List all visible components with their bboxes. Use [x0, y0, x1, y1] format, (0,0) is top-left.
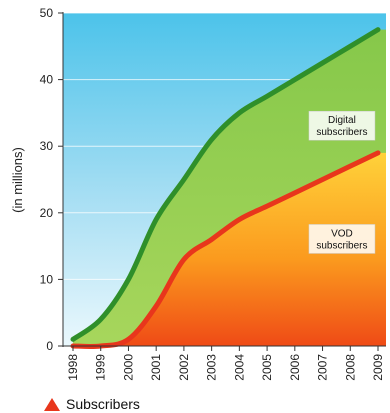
x-tick-label: 2009 [371, 354, 385, 381]
y-tick-label: 20 [40, 206, 54, 220]
annotation-text: Digital [328, 115, 356, 126]
y-tick-label: 40 [40, 73, 54, 87]
vod-subscribers-area [73, 152, 386, 347]
x-tick-label: 1998 [66, 354, 80, 381]
x-tick-label: 2000 [121, 354, 135, 381]
x-tick-label: 2005 [260, 354, 274, 381]
annotation-box [308, 224, 376, 254]
annotation-text: VOD [331, 228, 353, 239]
vod-subscribers-line [70, 150, 381, 349]
y-axis-ticks: 0 10 20 30 40 50 [40, 6, 63, 353]
x-tick-label: 2002 [177, 354, 191, 381]
y-tick-label: 10 [40, 272, 54, 286]
legend: Subscribers [44, 396, 140, 412]
y-tick-label: 50 [40, 6, 54, 20]
annotation-text: subscribers [316, 127, 367, 138]
x-tick-label: 2008 [343, 354, 357, 381]
x-tick-label: 2003 [205, 354, 219, 381]
digital-subscribers-line [70, 27, 381, 342]
y-axis-label: (in millions) [10, 147, 25, 213]
y-tick-label: 0 [46, 339, 53, 353]
annotation-text: subscribers [316, 240, 367, 251]
x-tick-label: 2001 [149, 354, 163, 381]
annotation-box [308, 110, 376, 141]
x-tick-label: 2007 [316, 354, 330, 381]
legend-label: Subscribers [66, 396, 140, 412]
x-tick-label: 2006 [288, 354, 302, 381]
x-tick-label: 1999 [94, 354, 108, 381]
triangle-icon [44, 397, 60, 411]
y-tick-label: 30 [40, 139, 54, 153]
x-tick-label: 2004 [232, 354, 246, 381]
x-axis-ticks: 1998 1999 2000 2001 2002 2003 2004 2005 2006 2007… [66, 346, 385, 381]
